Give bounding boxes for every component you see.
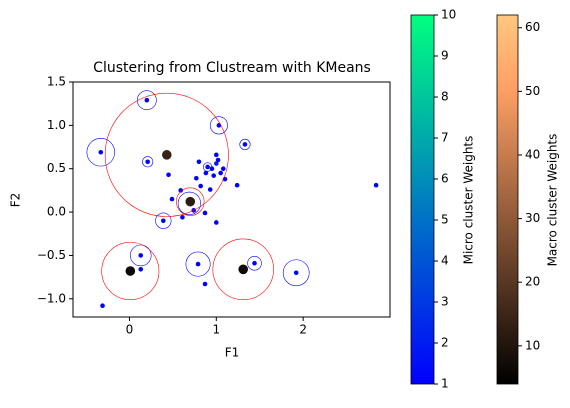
macro-cluster-ring xyxy=(212,238,274,301)
micro-cluster-center xyxy=(144,97,150,103)
x-tick-label: 1 xyxy=(212,323,220,337)
micro-cluster-ring xyxy=(130,244,152,267)
micro-colorbar-label: Micro cluster Weights xyxy=(462,136,476,265)
colorbar-tick-label: 60 xyxy=(525,20,540,34)
micro-cluster-center xyxy=(161,218,166,224)
colorbar-tick-label: 30 xyxy=(525,211,540,225)
micro-cluster-center xyxy=(100,303,105,309)
micro-cluster-center xyxy=(214,152,219,158)
colorbar-tick-label: 8 xyxy=(441,90,449,104)
x-tick-label: 2 xyxy=(299,323,307,337)
y-tick-label: 0.5 xyxy=(47,161,66,175)
micro-cluster-center xyxy=(205,164,210,170)
micro-cluster-ring xyxy=(155,212,172,229)
colorbar-tick-label: 6 xyxy=(441,172,449,186)
macro-cluster-ring xyxy=(104,92,229,217)
macro-cluster-center xyxy=(161,150,172,160)
micro-cluster-ring xyxy=(86,138,115,167)
micro-cluster-center xyxy=(222,176,228,182)
micro-cluster-center xyxy=(234,182,240,188)
micro-cluster-center xyxy=(98,149,104,155)
colorbar-tick-label: 50 xyxy=(525,84,540,98)
micro-cluster-center xyxy=(220,166,226,172)
y-tick-label: −1.0 xyxy=(37,291,66,305)
macro-cluster-center xyxy=(185,196,196,207)
colorbar-tick-label: 1 xyxy=(441,377,449,391)
micro-cluster-center xyxy=(252,260,257,266)
plot-area xyxy=(86,90,379,309)
micro-cluster-center xyxy=(216,123,222,128)
macro-cluster-center xyxy=(125,266,136,276)
micro-cluster-center xyxy=(198,183,203,189)
micro-cluster-center xyxy=(215,157,221,163)
colorbar-tick-label: 4 xyxy=(441,254,449,268)
micro-cluster-ring xyxy=(136,90,157,111)
micro-cluster-ring xyxy=(177,191,201,215)
y-axis-label: F2 xyxy=(9,193,23,208)
macro-colorbar xyxy=(496,14,519,385)
colorbar-tick-label: 10 xyxy=(441,8,456,22)
micro-cluster-center xyxy=(202,210,208,216)
micro-cluster-center xyxy=(203,170,209,176)
macro-cluster-center xyxy=(238,264,249,275)
micro-cluster-ring xyxy=(282,259,310,287)
micro-cluster-center xyxy=(214,220,219,225)
micro-cluster-ring xyxy=(202,162,213,172)
micro-cluster-ring xyxy=(247,255,262,271)
micro-cluster-center xyxy=(195,261,201,267)
micro-cluster-ring xyxy=(239,138,251,150)
micro-cluster-center xyxy=(194,175,199,181)
colorbar-tick-label: 10 xyxy=(525,338,540,352)
colorbar-tick-label: 2 xyxy=(441,336,449,350)
y-tick-label: 1.5 xyxy=(47,75,66,89)
micro-cluster-center xyxy=(138,253,144,258)
colorbar-tick-label: 7 xyxy=(441,131,449,145)
micro-cluster-ring xyxy=(209,116,228,135)
micro-cluster-center xyxy=(218,170,223,176)
micro-colorbar xyxy=(410,14,435,385)
x-tick-label: 0 xyxy=(126,323,134,337)
micro-cluster-center xyxy=(169,196,175,202)
colorbar-tick-label: 5 xyxy=(441,213,449,227)
micro-cluster-center xyxy=(166,172,171,178)
x-axis-label: F1 xyxy=(225,346,240,360)
axes-frame xyxy=(72,81,391,318)
macro-colorbar-label: Macro cluster Weights xyxy=(546,134,560,267)
colorbar-tick-label: 9 xyxy=(441,49,449,63)
micro-cluster-center xyxy=(138,267,144,272)
micro-cluster-ring xyxy=(185,251,211,277)
colorbar-tick-label: 20 xyxy=(525,275,540,289)
micro-cluster-center xyxy=(178,188,183,193)
micro-cluster-center xyxy=(214,161,219,166)
y-tick-label: 0.0 xyxy=(47,205,66,219)
micro-cluster-ring xyxy=(142,156,154,168)
micro-cluster-center xyxy=(202,281,208,287)
colorbar-tick-label: 3 xyxy=(441,295,449,309)
micro-cluster-center xyxy=(196,159,202,165)
y-tick-label: −0.5 xyxy=(37,248,66,262)
colorbar-tick-label: 40 xyxy=(525,147,540,161)
micro-cluster-center xyxy=(242,142,248,147)
micro-cluster-center xyxy=(207,187,213,192)
micro-cluster-center xyxy=(145,159,150,165)
chart-title: Clustering from Clustream with KMeans xyxy=(93,60,371,76)
y-tick-label: 1.0 xyxy=(47,118,66,132)
micro-cluster-center xyxy=(293,270,299,276)
micro-cluster-center xyxy=(373,182,379,188)
micro-cluster-center xyxy=(180,214,185,220)
macro-cluster-ring xyxy=(101,242,160,301)
micro-cluster-center xyxy=(211,173,216,178)
macro-cluster-ring xyxy=(176,187,205,216)
